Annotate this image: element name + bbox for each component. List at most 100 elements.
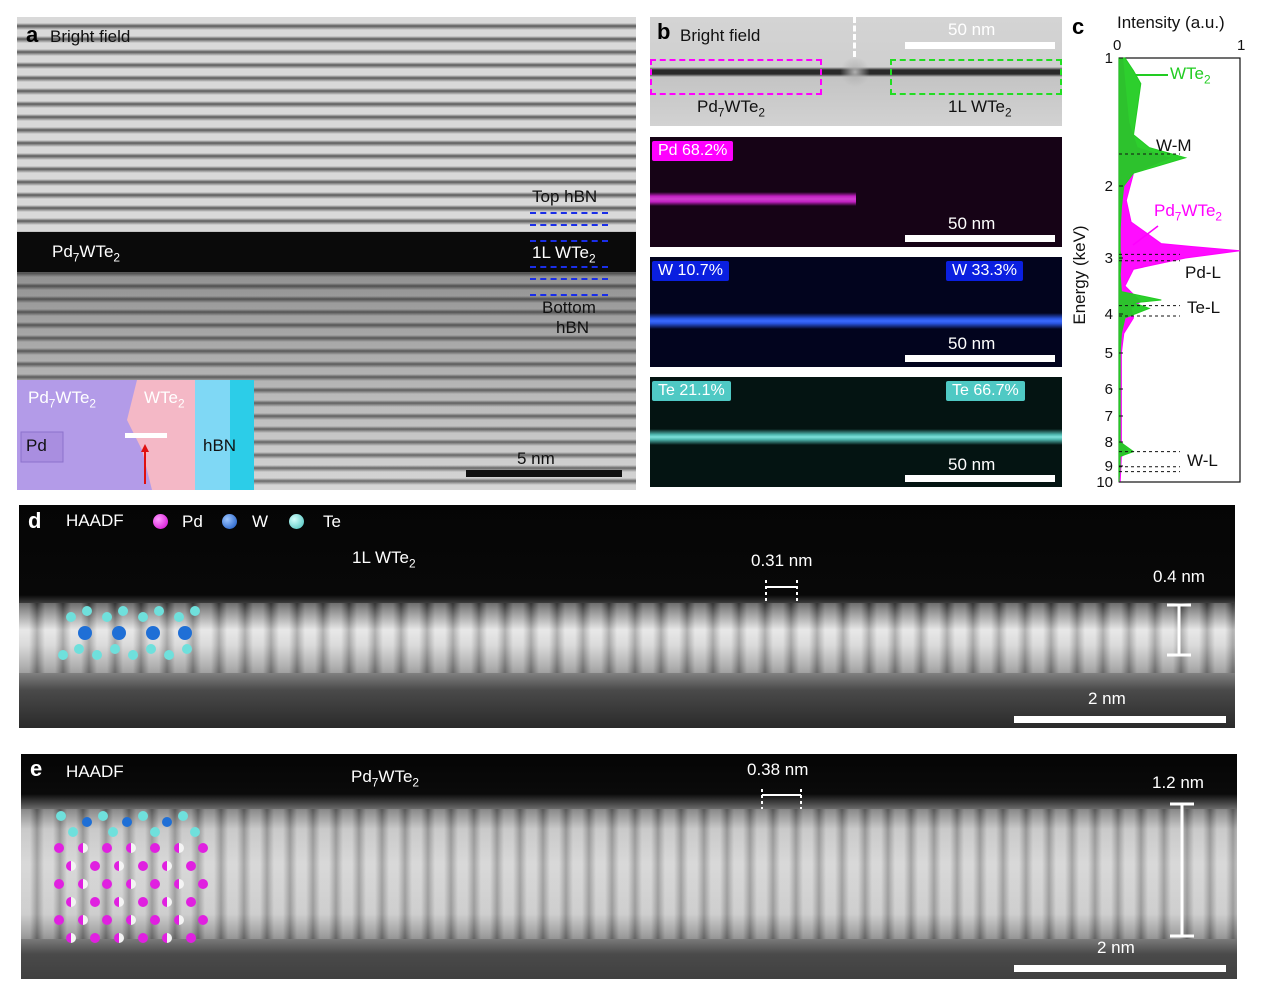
panel-a-scale-label: 5 nm — [517, 449, 555, 468]
chart-label-pd7wte2: Pd7WTe2 — [1154, 201, 1223, 224]
pd-atom — [54, 843, 64, 853]
chart-series-pd7wte2 — [1118, 57, 1241, 483]
pd-atom — [138, 861, 148, 871]
pd-atom — [174, 879, 184, 889]
pd-atom — [114, 861, 124, 871]
pd-atom — [186, 933, 196, 943]
panel-a-top-hbn-lines — [530, 212, 608, 242]
panel-e-thickness: 1.2 nm — [1152, 773, 1204, 792]
panel-e-crystal-model — [54, 811, 208, 943]
inset-hbn: hBN — [203, 436, 237, 455]
chart-ytick-2: 2 — [1105, 178, 1113, 195]
chart-ylabel: Energy (keV) — [1070, 225, 1089, 325]
chart-xlabel: Intensity (a.u.) — [1117, 13, 1225, 32]
pd-atom — [150, 879, 160, 889]
panel-e-title: HAADF — [66, 762, 124, 781]
pd-atom — [162, 933, 172, 943]
pd-atom — [114, 897, 124, 907]
panel-b-scale-top: 50 nm — [948, 20, 996, 39]
panel-b-brightfield-image — [650, 17, 1062, 126]
pd-badge: Pd 68.2% — [652, 141, 734, 161]
panel-b-scalebar-pd — [905, 235, 1055, 242]
legend-te-icon — [289, 514, 304, 529]
panel-d-thickness-marker — [1167, 603, 1191, 657]
chart-ytick-3: 3 — [1105, 250, 1113, 267]
panel-b-scale-w: 50 nm — [948, 334, 996, 353]
panel-d-spacing: 0.31 nm — [751, 551, 813, 570]
panel-c-letter: c — [1072, 14, 1085, 39]
chart-label-wte2: WTe2 — [1170, 64, 1211, 87]
pd-atom — [78, 843, 88, 853]
pd-atom — [186, 897, 196, 907]
pd-atom — [114, 933, 124, 943]
panel-b-scale-te: 50 nm — [948, 455, 996, 474]
panel-b-right-label: 1L WTe2 — [948, 97, 1012, 120]
panel-a-scalebar — [466, 470, 622, 477]
panel-e-haadf-image — [21, 754, 1237, 979]
pd-atom — [198, 843, 208, 853]
legend-w-icon — [222, 514, 237, 529]
legend-te-label: Te — [323, 512, 341, 531]
chart-ytick-8: 8 — [1105, 434, 1113, 451]
panel-d-thickness: 0.4 nm — [1153, 567, 1205, 586]
panel-e-spacing: 0.38 nm — [747, 760, 809, 779]
te-badge-right: Te 66.7% — [946, 381, 1025, 401]
chart-peak-wl: W-L — [1187, 451, 1218, 470]
pd-atom — [78, 915, 88, 925]
chart-series-wte2 — [1118, 57, 1188, 483]
pd-atom — [174, 843, 184, 853]
pd-atom — [138, 933, 148, 943]
pd-atom — [102, 915, 112, 925]
panel-d-haadf-image — [19, 505, 1235, 728]
chart-frame — [1118, 57, 1241, 483]
pd-atom — [150, 843, 160, 853]
pd-atom — [90, 861, 100, 871]
chart-ytick-4: 4 — [1105, 306, 1113, 323]
pd-atom — [66, 861, 76, 871]
chart-ytick-10: 10 — [1096, 474, 1113, 491]
pd-atom — [66, 933, 76, 943]
pd-atom — [90, 897, 100, 907]
pd-atom — [186, 861, 196, 871]
chart-ytick-5: 5 — [1105, 345, 1113, 362]
panel-b-title: Bright field — [680, 26, 761, 45]
inset-pd7wte2: Pd7WTe2 — [28, 388, 97, 411]
panel-d-scalebar — [1014, 716, 1226, 723]
pd-atom — [126, 879, 136, 889]
panel-e-thickness-marker — [1170, 802, 1194, 938]
panel-e-material: Pd7WTe2 — [351, 767, 420, 790]
panel-b-scalebar-w — [905, 355, 1055, 362]
pd-atom — [126, 915, 136, 925]
panel-d-material: 1L WTe2 — [352, 548, 416, 571]
panel-d-letter: d — [28, 508, 42, 533]
panel-b-wte2-box — [890, 59, 1062, 95]
w-badge-left: W 10.7% — [652, 261, 729, 281]
chart-ytick-1: 1 — [1105, 50, 1113, 67]
chart-pd7wte2-leader — [1132, 225, 1159, 246]
panel-a-1l-wte2: 1L WTe2 — [532, 243, 596, 266]
legend-pd-icon — [153, 514, 168, 529]
panel-b-divider — [853, 17, 856, 57]
panel-b-scalebar-te — [905, 475, 1055, 482]
panel-b-scalebar-top — [905, 42, 1055, 49]
panel-e-letter: e — [30, 756, 43, 781]
panel-b-letter: b — [657, 19, 671, 44]
pd-atom — [54, 879, 64, 889]
pd-atom — [102, 843, 112, 853]
pd-atom — [162, 897, 172, 907]
w-badge-right: W 33.3% — [946, 261, 1023, 281]
panel-e-spacing-marker — [761, 789, 802, 809]
inset-wte2: WTe2 — [144, 388, 185, 411]
chart-xtick-1: 1 — [1237, 37, 1246, 54]
pd-atom — [174, 915, 184, 925]
panel-a-bottom-hbn-1: Bottom — [542, 298, 596, 317]
panel-a-letter: a — [26, 22, 39, 47]
panel-d-crystal-model — [58, 606, 200, 660]
panel-a-bottom-hbn-lines — [530, 266, 608, 296]
panel-a-bottom-hbn-2: hBN — [556, 318, 590, 337]
chart-ytick-6: 6 — [1105, 381, 1113, 398]
panel-d-scale: 2 nm — [1088, 689, 1126, 708]
panel-e-scale: 2 nm — [1097, 938, 1135, 957]
pd-atom — [126, 843, 136, 853]
chart-peak-pdl: Pd-L — [1185, 263, 1221, 282]
